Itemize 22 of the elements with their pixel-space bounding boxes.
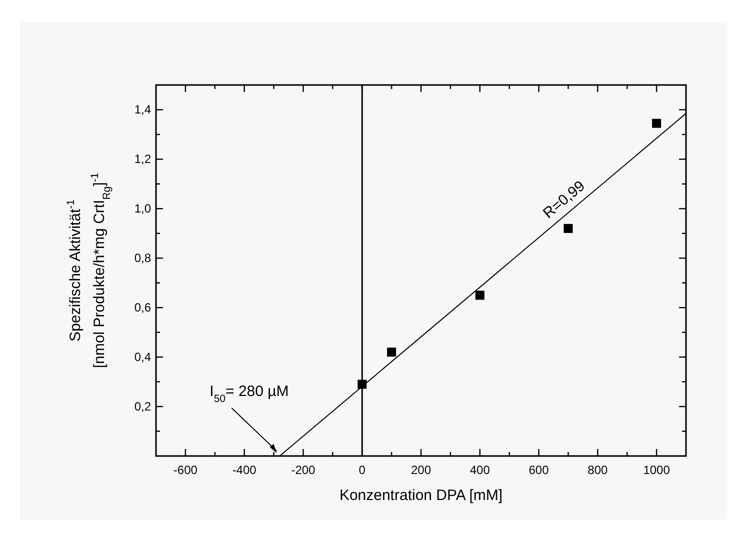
point <box>387 348 396 357</box>
y-tick-label: 1,2 <box>134 152 152 166</box>
y-tick-label: 0,4 <box>134 350 152 364</box>
x-tick-label: 600 <box>528 463 550 477</box>
x-tick-label: 200 <box>410 463 432 477</box>
point <box>652 118 662 128</box>
y-tick-label: 0,6 <box>134 300 152 315</box>
x-axis-title: Konzentration DPA [mM] <box>339 487 503 504</box>
point <box>475 290 484 300</box>
x-tick-label: 800 <box>588 463 608 477</box>
annotation: I$_{50}$= 280 µM <box>210 383 289 405</box>
x-tick-label: -600 <box>173 463 198 477</box>
y-tick-label: 0,2 <box>134 400 152 414</box>
x-tick-label: 0 <box>358 463 366 477</box>
x-tick-label: 400 <box>470 463 490 477</box>
x-tick-label: 1000 <box>643 463 670 477</box>
x-tick-label: -400 <box>232 463 257 477</box>
point <box>564 224 573 233</box>
x-tick-label: -200 <box>291 463 316 477</box>
y-tick-label: 1,0 <box>134 202 152 216</box>
y-tick-label: 1,4 <box>134 102 152 117</box>
y-tick-label: 0,8 <box>134 251 152 266</box>
